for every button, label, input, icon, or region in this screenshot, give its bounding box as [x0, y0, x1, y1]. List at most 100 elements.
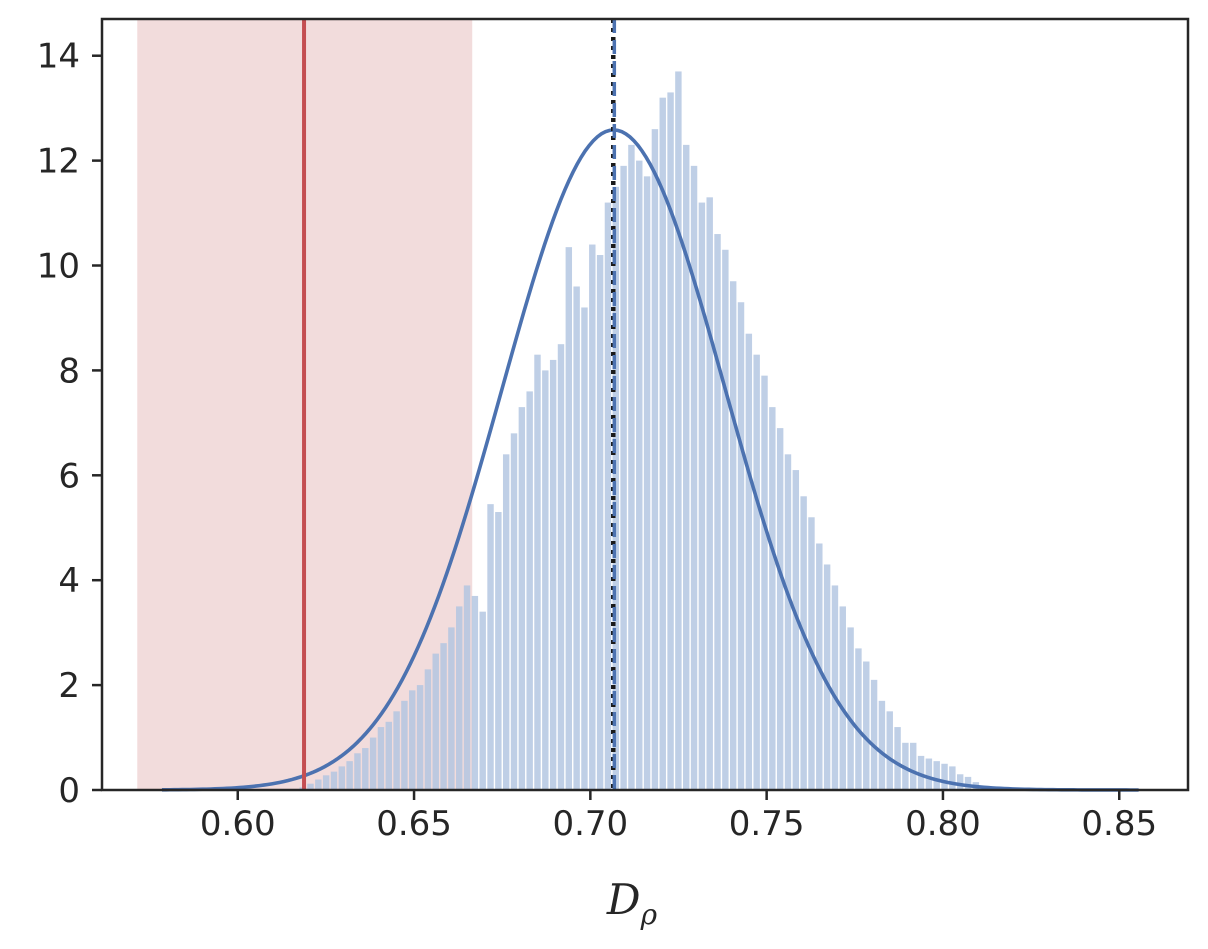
- x-axis-label: Dρ: [606, 875, 658, 931]
- histogram-bar: [870, 679, 878, 790]
- plot-frame: [100, 17, 1190, 792]
- histogram-bar: [338, 766, 346, 790]
- histogram-bar: [675, 71, 682, 791]
- histogram-bar: [722, 249, 729, 790]
- x-axis-label-main: D: [606, 875, 641, 924]
- histogram-bar: [354, 753, 361, 790]
- histogram-bar: [636, 160, 643, 790]
- density-curve: [161, 128, 1139, 792]
- y-tick-label: 0: [58, 771, 80, 811]
- histogram-bar: [432, 653, 439, 790]
- histogram-bar: [565, 247, 573, 790]
- histogram-bar: [784, 454, 792, 790]
- histogram-bar: [925, 758, 933, 790]
- histogram-bar: [769, 407, 776, 790]
- histogram-bar: [322, 775, 330, 790]
- histogram-bar: [729, 281, 737, 790]
- histogram-bar: [518, 407, 526, 790]
- x-tick-label: 0.80: [905, 804, 981, 844]
- reference-lines: [302, 19, 617, 790]
- x-axis-label-subscript: ρ: [640, 898, 658, 931]
- x-axis-ticks: 0.60 0.65 0.70 0.75 0.80 0.85: [200, 790, 1157, 844]
- histogram-bar: [800, 496, 807, 790]
- histogram-bar: [526, 391, 533, 790]
- y-tick-label: 14: [37, 37, 80, 77]
- histogram-bar: [698, 202, 706, 791]
- y-tick-label: 8: [58, 351, 80, 391]
- histogram-bar: [823, 564, 831, 790]
- histogram-bar: [604, 202, 612, 791]
- histogram-bar: [589, 244, 596, 790]
- histogram-bar: [409, 690, 416, 790]
- x-tick-label: 0.60: [200, 804, 276, 844]
- histogram-bar: [847, 627, 854, 790]
- histogram-bar: [941, 763, 948, 790]
- y-tick-label: 6: [58, 456, 80, 496]
- histogram-bar: [651, 129, 659, 791]
- histogram-bar: [385, 721, 392, 790]
- histogram-bar: [956, 774, 964, 790]
- histogram-bar: [620, 165, 627, 790]
- histogram-bar: [596, 255, 604, 791]
- histogram-bar: [307, 783, 314, 790]
- histogram-bar: [330, 771, 338, 790]
- histogram-bar: [315, 779, 322, 790]
- histogram-bar: [878, 700, 886, 790]
- histogram-bar: [690, 165, 698, 790]
- histogram-bar: [839, 606, 846, 790]
- histogram-bar: [964, 776, 972, 790]
- histogram-bar: [479, 611, 486, 790]
- histogram-bar: [502, 454, 510, 790]
- histogram-bar: [855, 648, 862, 790]
- y-axis-ticks: 0 2 4 6 8 10 12 14: [37, 37, 102, 811]
- histogram-bar: [416, 685, 424, 790]
- histogram-bar: [886, 711, 893, 790]
- histogram-bar: [573, 286, 580, 790]
- y-tick-label: 10: [37, 247, 80, 287]
- histogram-bar: [487, 504, 494, 790]
- histogram-bar: [448, 627, 455, 790]
- histogram-bar: [393, 711, 400, 790]
- histogram-bar: [581, 307, 588, 790]
- y-tick-label: 2: [58, 666, 80, 706]
- y-tick-label: 4: [58, 561, 80, 601]
- histogram-bar: [737, 302, 745, 790]
- histogram-bar: [557, 344, 565, 790]
- histogram-bar: [377, 727, 385, 790]
- histogram-bar: [667, 92, 674, 790]
- histogram-bar: [792, 470, 800, 790]
- histogram-bar: [761, 375, 768, 790]
- histogram-bar: [643, 176, 651, 791]
- histogram-bar: [549, 359, 557, 790]
- histogram-bar: [346, 761, 353, 790]
- histogram-bar: [831, 585, 839, 790]
- histogram-bar: [910, 742, 917, 790]
- histogram-bar: [534, 354, 541, 790]
- histogram-bar: [863, 661, 870, 790]
- histogram-bar: [362, 748, 369, 790]
- histogram-bar: [542, 370, 549, 790]
- histogram-bar: [933, 761, 940, 790]
- y-tick-label: 12: [37, 142, 80, 182]
- histogram-bar: [683, 144, 690, 790]
- histogram-bar: [753, 354, 760, 790]
- histogram-bar: [495, 512, 502, 790]
- histogram-bar: [369, 737, 377, 790]
- histogram-bar: [745, 333, 753, 790]
- histogram-bar: [714, 234, 721, 790]
- histogram-bar: [424, 669, 432, 790]
- density-curve-layer: [161, 128, 1139, 792]
- x-tick-label: 0.85: [1081, 804, 1157, 844]
- x-tick-label: 0.70: [552, 804, 628, 844]
- histogram-bar: [510, 433, 518, 790]
- histogram-bar: [628, 144, 635, 790]
- histogram-bar: [401, 700, 408, 790]
- histogram-bar: [776, 428, 784, 790]
- histogram-bar: [949, 766, 956, 790]
- histogram-bar: [894, 727, 901, 790]
- histogram-bar: [659, 97, 666, 791]
- histogram-bar: [917, 755, 925, 790]
- histogram-bar: [456, 606, 463, 790]
- histogram-bar: [463, 585, 471, 790]
